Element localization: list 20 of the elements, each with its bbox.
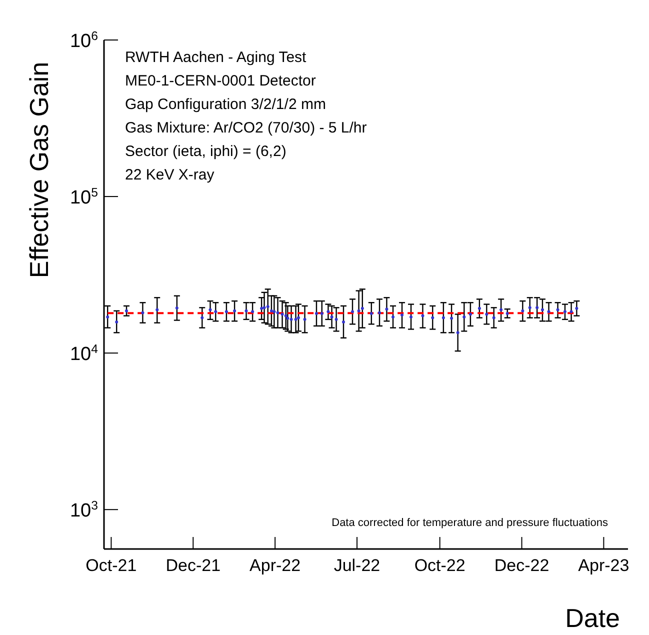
y-tick-label: 10$^{6}$ bbox=[70, 29, 98, 52]
x-tick-label: Dec-21 bbox=[166, 556, 221, 575]
y-axis-title: Effective Gas Gain bbox=[24, 62, 54, 278]
x-axis-title: Date bbox=[565, 603, 620, 633]
annotation: 22 KeV X-ray bbox=[125, 166, 215, 184]
x-tick-label: Oct-22 bbox=[414, 556, 466, 575]
y-tick-label: 10$^{5}$ bbox=[70, 186, 98, 209]
annotation: Gap Configuration 3/2/1/2 mm bbox=[125, 96, 326, 113]
x-tick-label: Oct-21 bbox=[86, 556, 137, 575]
annotation: Sector (ieta, iphi) = (6,2) bbox=[125, 143, 286, 160]
annotation: RWTH Aachen - Aging Test bbox=[125, 49, 308, 66]
y-tick-label: 10$^{4}$ bbox=[70, 342, 98, 366]
annotation: Data corrected for temperature and pressure fluctuations bbox=[332, 517, 608, 529]
y-tick-label: 10$^{3}$ bbox=[70, 498, 98, 522]
x-tick-label: Apr-22 bbox=[250, 556, 301, 575]
x-tick-label: Jul-22 bbox=[334, 556, 380, 575]
annotation: ME0-1-CERN-0001 Detector bbox=[125, 72, 316, 90]
annotation: Gas Mixture: Ar/CO2 (70/30) - 5 L/hr bbox=[125, 120, 367, 136]
x-tick-label: Apr-23 bbox=[578, 556, 630, 575]
x-tick-label: Dec-22 bbox=[494, 556, 550, 575]
